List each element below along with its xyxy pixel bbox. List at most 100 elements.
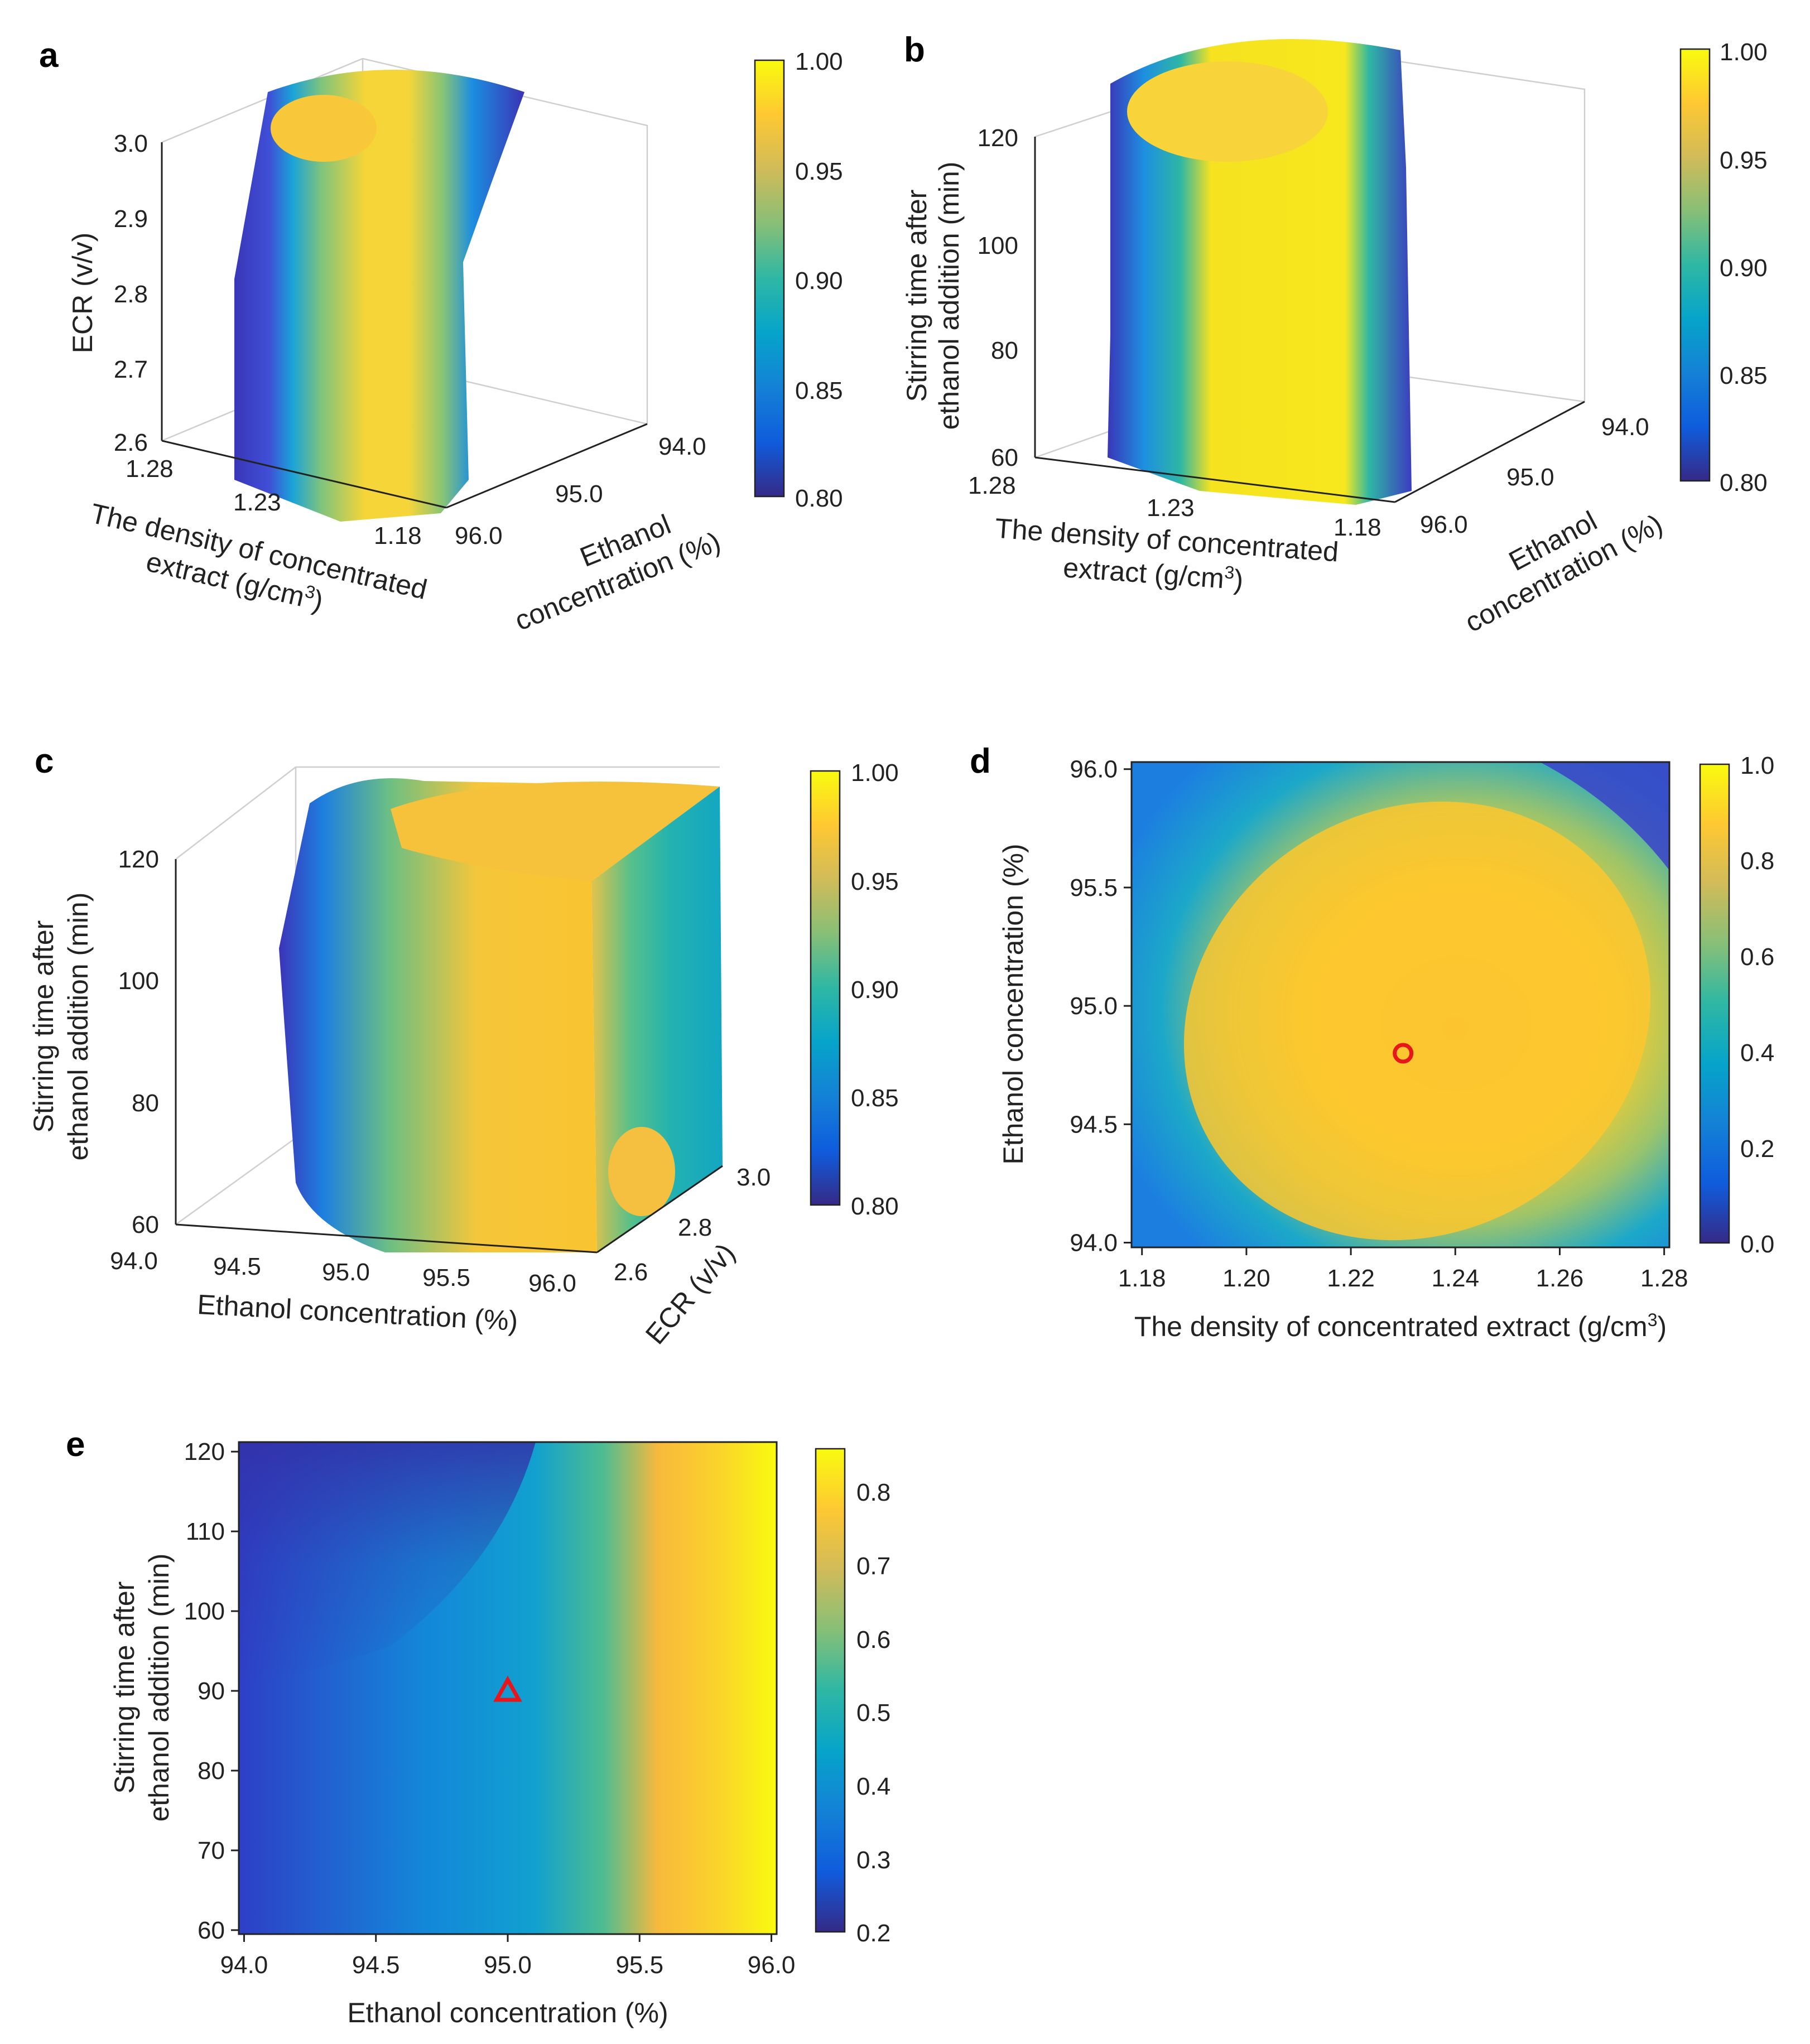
ylabel-c: ECR (v/v) <box>639 1237 741 1350</box>
cbar-e-t6: 0.2 <box>856 1920 890 1947</box>
zlabel-c-line1: Stirring time after <box>28 920 59 1133</box>
zlabel-c-line2: ethanol addition (min) <box>62 893 94 1161</box>
optimum-circle-marker <box>1393 1043 1414 1064</box>
tick-b-y2: 94.0 <box>1601 413 1649 441</box>
xlabel-b-sup: 3 <box>1224 562 1235 582</box>
tick-e-x2: 95.0 <box>484 1951 532 1979</box>
tick-c-x4: 96.0 <box>528 1270 576 1297</box>
cbar-b-t2: 0.90 <box>1720 254 1768 282</box>
tick-e-y5: 70 <box>198 1837 225 1864</box>
cbar-a-t4: 0.80 <box>795 485 843 512</box>
tick-c-x3: 95.5 <box>422 1264 470 1291</box>
cbar-c-t0: 1.00 <box>851 759 899 787</box>
x-axis-b <box>1034 456 1395 503</box>
tick-b-z1: 100 <box>978 232 1018 259</box>
ylabel-e-line2: ethanol addition (min) <box>143 1554 175 1822</box>
y-axis-a <box>446 423 648 509</box>
ticks-d <box>1124 768 1665 1255</box>
tick-c-z2: 80 <box>132 1090 159 1117</box>
volume-a-cap <box>271 95 377 162</box>
tick-c-z0: 120 <box>118 846 159 873</box>
heatmap-e <box>239 1442 777 1934</box>
heatmap-d <box>1132 762 1669 1247</box>
cbar-c-t4: 0.80 <box>851 1193 899 1220</box>
tick-e-y2: 100 <box>184 1598 225 1625</box>
xlabel-b: The density of concentrated extract (g/c… <box>994 513 1339 596</box>
tick-b-z0: 120 <box>978 124 1018 152</box>
heatmap-d-corner <box>1540 762 1669 870</box>
tick-e-y0: 120 <box>184 1438 225 1465</box>
xlabel-d-end: ) <box>1658 1311 1667 1342</box>
x-axis-c <box>175 1223 598 1254</box>
xlabel-d: The density of concentrated extract (g/c… <box>1134 1310 1667 1342</box>
zlabel-b-line1: Stirring time after <box>901 190 932 402</box>
heatmap-e-low-region <box>239 1442 536 1685</box>
cbar-e-t4: 0.4 <box>856 1773 890 1800</box>
tick-c-z1: 100 <box>118 967 159 995</box>
volume-c-side-spot <box>608 1127 675 1216</box>
y-axis-b <box>1394 401 1585 503</box>
tick-e-y1: 110 <box>186 1518 225 1545</box>
tick-a-z2: 2.8 <box>114 281 148 308</box>
panel-a: a 3.0 2.9 2.8 2.7 2.6 ECR (v/v) 1.28 1.2… <box>39 36 843 637</box>
tick-c-x2: 95.0 <box>322 1259 370 1286</box>
tick-d-x2: 1.22 <box>1327 1265 1375 1292</box>
grid-floor-c <box>175 1137 296 1226</box>
zlabel-a: ECR (v/v) <box>67 233 98 354</box>
xlabel-a: The density of concentrated extract (g/c… <box>88 498 430 617</box>
colorbar-a <box>754 59 785 498</box>
ylabel-d: Ethanol concentration (%) <box>998 843 1029 1164</box>
tick-e-x0: 94.0 <box>220 1951 268 1979</box>
tick-d-y2: 95.0 <box>1070 992 1118 1020</box>
tick-b-z3: 60 <box>991 444 1018 471</box>
tick-b-y0: 96.0 <box>1420 511 1468 538</box>
tick-a-y1: 95.0 <box>555 480 603 508</box>
tick-d-x4: 1.26 <box>1536 1265 1584 1292</box>
tick-d-y0: 96.0 <box>1070 756 1118 783</box>
tick-c-y1: 2.8 <box>678 1214 712 1241</box>
colorbar-b <box>1679 48 1711 482</box>
volume-c-front <box>279 778 720 1252</box>
colorbar-e <box>815 1448 846 1933</box>
ylabel-a: Ethanol concentration (%) <box>511 509 725 637</box>
cbar-d-t0: 1.0 <box>1740 752 1774 779</box>
tick-d-x3: 1.24 <box>1431 1265 1479 1292</box>
tick-e-y6: 60 <box>198 1917 225 1944</box>
tick-a-x2: 1.18 <box>374 522 422 549</box>
zlabel-b-line2: ethanol addition (min) <box>933 162 965 430</box>
z-ticks-a: 3.0 2.9 2.8 2.7 2.6 <box>114 130 148 456</box>
ylabel-e-line1: Stirring time after <box>109 1582 140 1794</box>
panel-label-c: c <box>35 742 54 780</box>
heatmap-d-core <box>1183 801 1651 1241</box>
xlabel-b-main: extract (g/cm <box>1062 552 1225 594</box>
optimum-triangle-marker <box>493 1675 522 1702</box>
tick-d-y4: 94.0 <box>1070 1230 1118 1257</box>
volume-b-cap <box>1127 61 1328 162</box>
cbar-a-t0: 1.00 <box>795 48 843 75</box>
cbar-c-t3: 0.85 <box>851 1084 899 1112</box>
xlabel-e: Ethanol concentration (%) <box>347 1997 668 2028</box>
tick-a-z3: 2.7 <box>114 356 148 383</box>
ylabel-b: Ethanol concentration (%) <box>1460 505 1667 638</box>
colorbar-c <box>810 770 841 1206</box>
tick-c-x0: 94.0 <box>110 1247 158 1275</box>
tick-a-z0: 3.0 <box>114 130 148 157</box>
xlabel-c: Ethanol concentration (%) <box>196 1289 518 1337</box>
panel-label-b: b <box>904 31 925 69</box>
cbar-e-t1: 0.7 <box>856 1553 890 1580</box>
cbar-a-t1: 0.95 <box>795 158 843 185</box>
panel-d: d 1.18 1.20 1.22 1.24 1.26 1.28 96.0 95.… <box>970 742 1774 1342</box>
tick-d-y3: 94.5 <box>1070 1111 1118 1138</box>
tick-d-x5: 1.28 <box>1640 1265 1688 1292</box>
panel-b: b 120 100 80 60 Stirring time after etha… <box>901 31 1768 638</box>
cbar-e-t3: 0.5 <box>856 1699 890 1727</box>
zlabel-c: Stirring time after ethanol addition (mi… <box>28 893 94 1161</box>
cbar-c-t1: 0.95 <box>851 868 899 895</box>
panel-label-a: a <box>39 36 59 75</box>
tick-e-y3: 90 <box>198 1677 225 1705</box>
tick-b-z2: 80 <box>991 337 1018 364</box>
cbar-b-t1: 0.95 <box>1720 147 1768 174</box>
y-axis-c <box>596 1165 723 1254</box>
plot-frame-d <box>1130 761 1671 1248</box>
